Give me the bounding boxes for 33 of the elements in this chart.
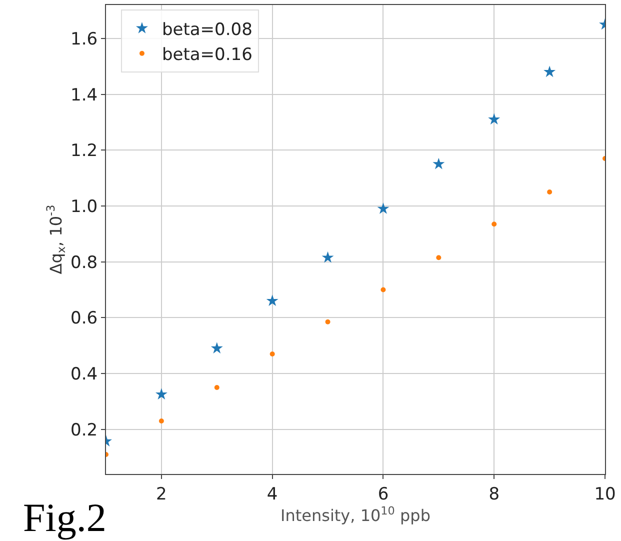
legend-label: beta=0.08 <box>162 20 252 40</box>
point <box>432 158 445 170</box>
point <box>210 342 223 354</box>
point <box>266 294 278 306</box>
x-tick-label: 8 <box>488 484 500 504</box>
caption: Fig.2 <box>23 495 106 540</box>
point <box>547 190 552 195</box>
point <box>544 66 556 78</box>
x-tick-label: 4 <box>266 484 278 504</box>
x-tick-label: 2 <box>156 484 167 504</box>
y-tick-label: 1.6 <box>70 29 98 50</box>
y-tick-label: 0.6 <box>70 308 98 329</box>
point <box>158 418 164 424</box>
point <box>325 319 330 324</box>
point <box>436 255 442 260</box>
y-tick-label: 1.0 <box>70 196 98 217</box>
x-tick-label: 6 <box>378 484 389 504</box>
point <box>488 113 500 125</box>
point <box>155 388 168 400</box>
x-tick-label: 10 <box>594 484 616 504</box>
point <box>377 202 390 214</box>
point <box>492 222 497 227</box>
x-axis-title: Intensity, 10$^{10}$ ppb <box>280 504 430 526</box>
point <box>380 287 386 292</box>
legend-label: beta=0.16 <box>162 44 252 65</box>
y-tick-label: 1.2 <box>70 141 98 162</box>
point <box>214 384 220 390</box>
y-tick-label: 0.8 <box>70 252 98 273</box>
y-tick-label: 0.2 <box>70 420 98 440</box>
y-tick-label: 0.4 <box>70 364 98 384</box>
y-tick-label: 1.4 <box>70 85 98 106</box>
point <box>270 351 275 356</box>
point <box>322 251 334 263</box>
